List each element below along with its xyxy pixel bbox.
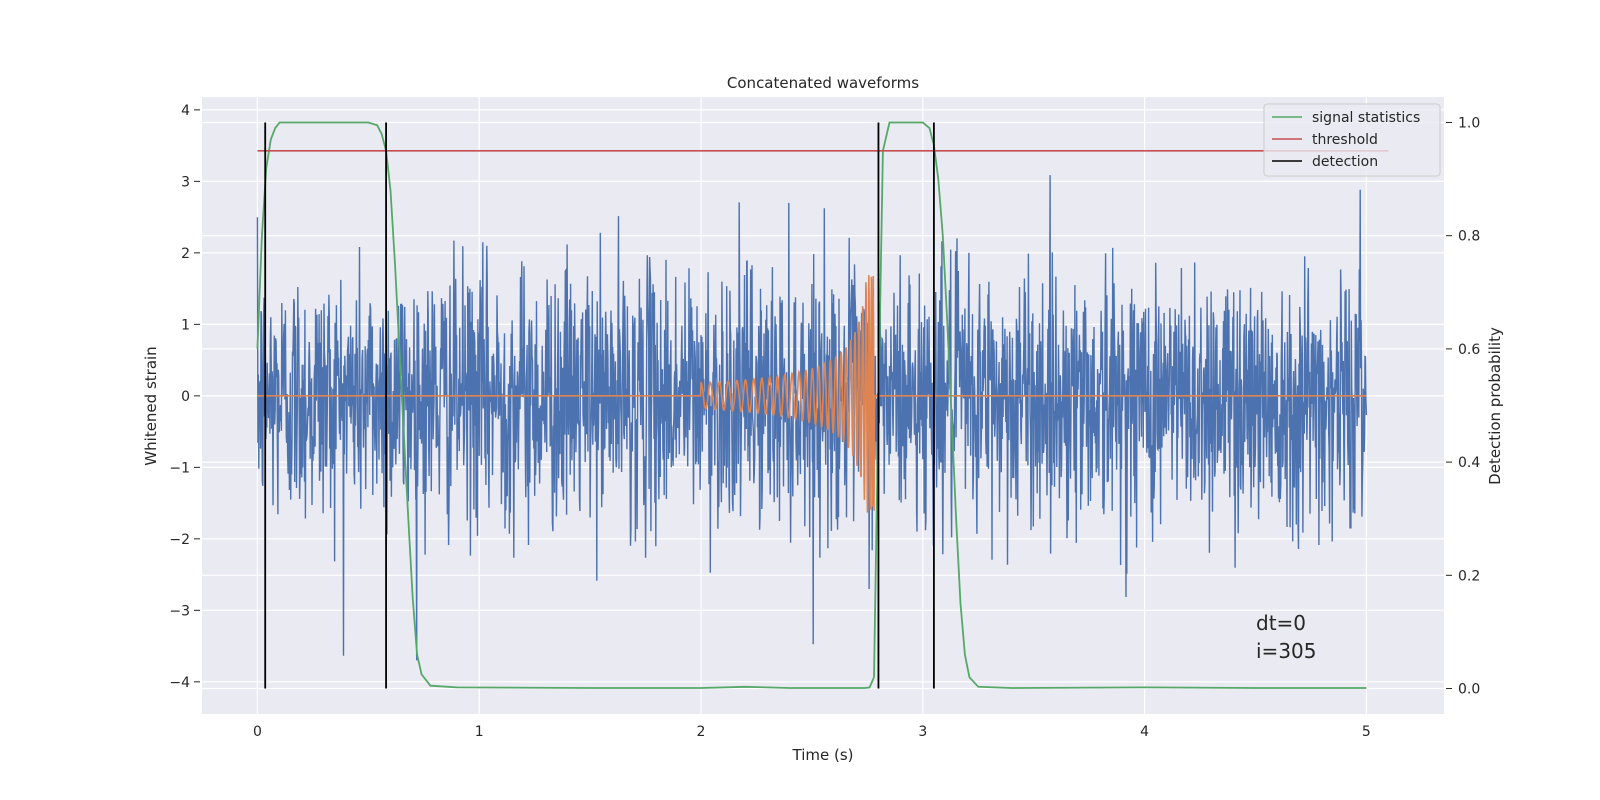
legend-box (1263, 103, 1441, 177)
annotation-dt: dt=0 (1256, 611, 1306, 635)
injected-waveform-line (257, 275, 1367, 513)
legend-label-threshold: threshold (1312, 132, 1378, 148)
whitened-strain-line (256, 175, 1368, 661)
x-tick-label: 4 (1140, 724, 1149, 740)
y2-tick-label: 1.0 (1458, 115, 1480, 131)
x-tick-label: 1 (475, 724, 484, 740)
chart-title: Concatenated waveforms (727, 74, 919, 92)
y2-tick-label: 0.8 (1458, 229, 1480, 245)
x-axis-label: Time (s) (792, 746, 854, 764)
y-tick-label: 3 (181, 174, 190, 190)
y-tick-label: −2 (169, 532, 190, 548)
y-tick-label: −1 (169, 460, 190, 476)
y-tick-label: −3 (169, 603, 190, 619)
y2-tick-label: 0.0 (1458, 682, 1480, 698)
x-tick-label: 3 (918, 724, 927, 740)
signal-statistics-line (256, 121, 1367, 689)
annotation-i: i=305 (1256, 639, 1317, 663)
legend-label-detection: detection (1312, 154, 1378, 170)
ticks: 0 1 2 3 4 5 −4 −3 −2 −1 0 1 2 3 4 0.0 0.2 0.4 0.6 0.8 1.0 (169, 103, 1480, 740)
series-layer (256, 121, 1389, 689)
y2-axis-label: Detection probability (1486, 327, 1504, 485)
x-tick-label: 2 (697, 724, 706, 740)
y-tick-label: −4 (169, 675, 190, 691)
y2-tick-label: 0.2 (1458, 568, 1480, 584)
y2-tick-label: 0.6 (1458, 342, 1480, 358)
x-tick-label: 0 (253, 724, 262, 740)
legend-label-signal-statistics: signal statistics (1312, 110, 1420, 126)
y-tick-label: 0 (181, 389, 190, 405)
legend: signal statistics threshold detection (1263, 103, 1441, 177)
y-tick-label: 1 (181, 317, 190, 333)
y-tick-label: 4 (181, 103, 190, 119)
y-tick-label: 2 (181, 246, 190, 262)
y2-tick-label: 0.4 (1458, 455, 1480, 471)
x-tick-label: 5 (1362, 724, 1371, 740)
y-axis-label: Whitened strain (142, 346, 160, 465)
